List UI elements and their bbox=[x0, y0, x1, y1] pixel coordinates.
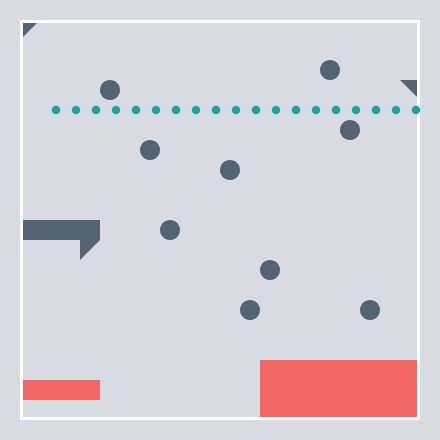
obstacle-circle bbox=[320, 60, 340, 80]
hazard-block-bottom-right bbox=[260, 360, 417, 417]
obstacle-group bbox=[100, 60, 380, 320]
corner-wedge-top-left bbox=[23, 23, 37, 37]
corner-wedge-top-right bbox=[400, 80, 417, 97]
pellet-dot bbox=[211, 105, 221, 115]
pellet-dot bbox=[171, 105, 181, 115]
obstacle-circle bbox=[260, 260, 280, 280]
pellet-dot bbox=[191, 105, 201, 115]
obstacle-circle bbox=[220, 160, 240, 180]
obstacle-circle bbox=[100, 80, 120, 100]
pellet-dot bbox=[351, 105, 361, 115]
pellet-dot bbox=[331, 105, 341, 115]
obstacle-circle bbox=[340, 120, 360, 140]
wall-ledge-wedge bbox=[80, 240, 100, 260]
obstacle-circle bbox=[140, 140, 160, 160]
pellet-dot bbox=[251, 105, 261, 115]
wall-ledge bbox=[23, 220, 100, 240]
pellet-dot bbox=[71, 105, 81, 115]
pellet-dot bbox=[391, 105, 401, 115]
pellet-dot bbox=[151, 105, 161, 115]
hazard-bar-left bbox=[23, 380, 100, 400]
pellet-dot bbox=[411, 105, 421, 115]
pellet-dot bbox=[291, 105, 301, 115]
pellet-dot bbox=[311, 105, 321, 115]
obstacle-circle bbox=[240, 300, 260, 320]
playfield-border bbox=[20, 20, 420, 420]
obstacle-circle bbox=[360, 300, 380, 320]
pellet-dot bbox=[231, 105, 241, 115]
obstacle-circle bbox=[160, 220, 180, 240]
pellet-dot bbox=[131, 105, 141, 115]
pellet-dot bbox=[371, 105, 381, 115]
pellet-row bbox=[51, 105, 421, 115]
pellet-dot bbox=[271, 105, 281, 115]
pellet-dot bbox=[91, 105, 101, 115]
pellet-dot bbox=[51, 105, 61, 115]
pellet-dot bbox=[111, 105, 121, 115]
